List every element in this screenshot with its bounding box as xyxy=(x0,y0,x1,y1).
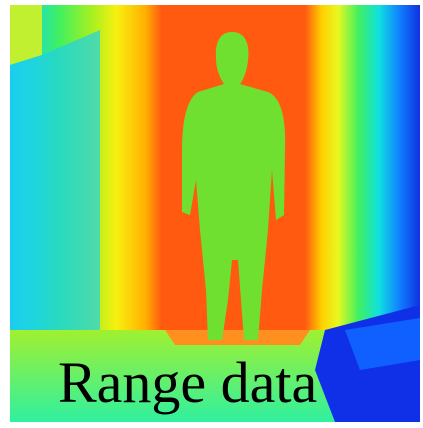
caption: Range data xyxy=(58,350,317,415)
page: Range data (() => { const data = JSON.pa… xyxy=(0,0,423,428)
range-image: Range data xyxy=(0,0,423,428)
